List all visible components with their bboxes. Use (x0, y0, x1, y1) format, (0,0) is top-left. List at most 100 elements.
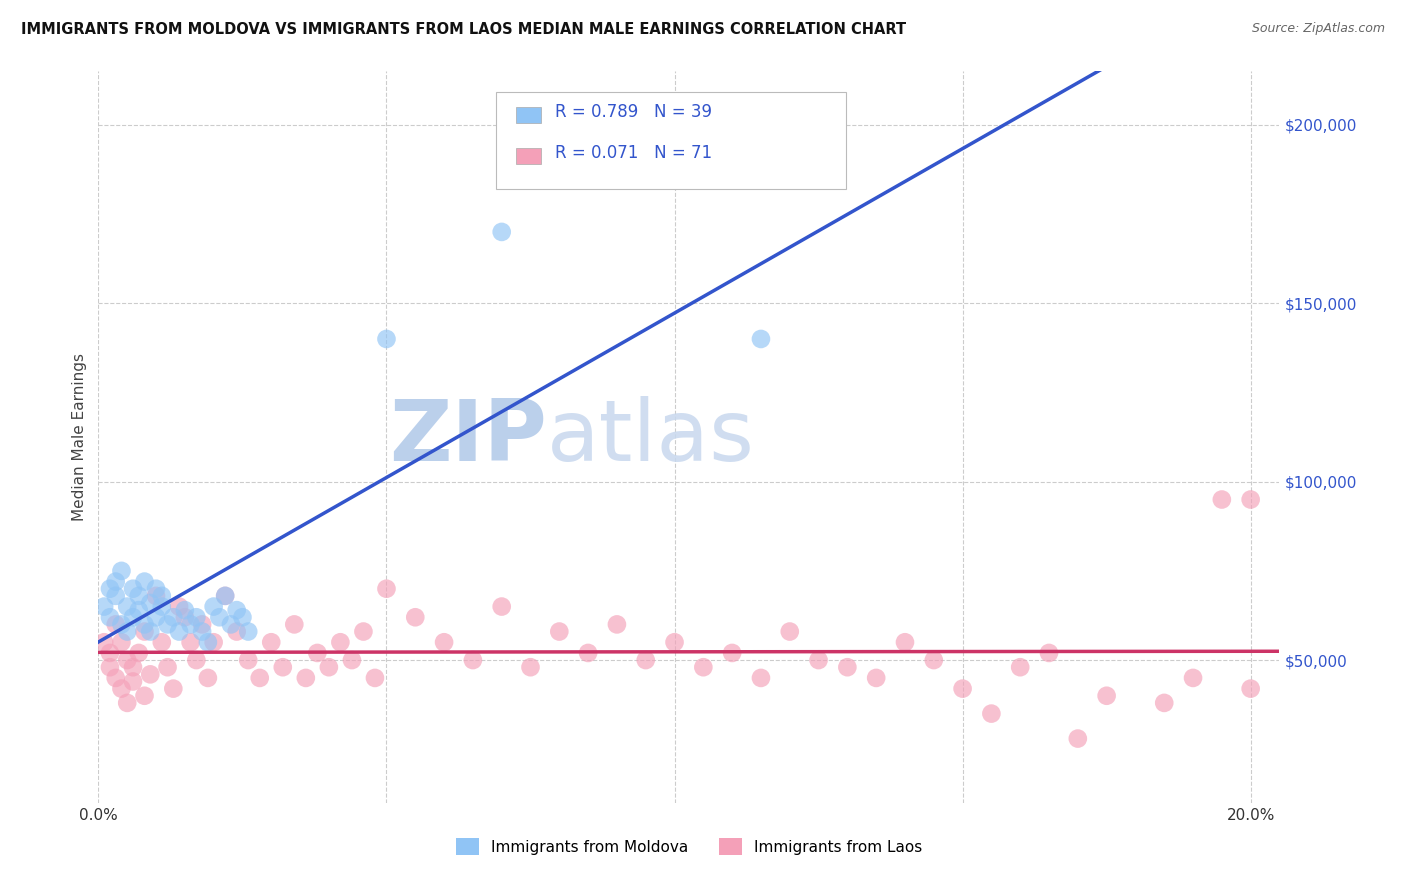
Point (1240, 492, 1263, 507)
Point (225, 603, 247, 617)
Point (134, 624, 156, 639)
Text: Source: ZipAtlas.com: Source: ZipAtlas.com (1251, 22, 1385, 36)
Point (93, 599, 115, 614)
Point (1038, 646, 1060, 660)
Point (952, 681, 974, 696)
Text: R = 0.071   N = 71: R = 0.071 N = 71 (555, 145, 713, 162)
Point (115, 624, 138, 639)
Point (134, 617, 156, 632)
Point (98, 610, 121, 624)
Point (433, 635, 456, 649)
Point (519, 660, 541, 674)
Point (606, 617, 628, 632)
Point (1153, 696, 1175, 710)
Point (1240, 681, 1263, 696)
Point (865, 671, 887, 685)
Point (115, 599, 138, 614)
Point (318, 660, 340, 674)
Point (180, 635, 202, 649)
Point (197, 635, 219, 649)
Point (692, 660, 714, 674)
Point (167, 599, 190, 614)
Point (461, 653, 484, 667)
Point (260, 635, 283, 649)
Point (231, 610, 253, 624)
Point (186, 610, 208, 624)
Point (225, 624, 247, 639)
Point (122, 674, 145, 689)
Point (173, 610, 195, 624)
Point (156, 660, 179, 674)
Point (110, 617, 132, 632)
Text: IMMIGRANTS FROM MOLDOVA VS IMMIGRANTS FROM LAOS MEDIAN MALE EARNINGS CORRELATION: IMMIGRANTS FROM MOLDOVA VS IMMIGRANTS FR… (21, 22, 907, 37)
Point (1211, 492, 1233, 507)
Point (93, 635, 115, 649)
Point (664, 635, 686, 649)
Point (191, 624, 214, 639)
Point (404, 610, 426, 624)
Point (145, 610, 167, 624)
Point (214, 589, 236, 603)
Text: ZIP: ZIP (389, 395, 547, 479)
Point (197, 671, 219, 685)
Point (1095, 689, 1118, 703)
Point (156, 617, 179, 632)
Point (329, 635, 352, 649)
Point (134, 574, 156, 589)
Point (749, 332, 772, 346)
Point (145, 589, 167, 603)
Point (894, 635, 917, 649)
Point (1067, 731, 1090, 746)
Point (128, 603, 150, 617)
Point (837, 660, 859, 674)
Point (145, 582, 167, 596)
Point (202, 635, 225, 649)
Point (749, 671, 772, 685)
Point (548, 624, 571, 639)
Point (364, 671, 387, 685)
Point (110, 635, 132, 649)
Legend: Immigrants from Moldova, Immigrants from Laos: Immigrants from Moldova, Immigrants from… (450, 832, 928, 861)
Point (139, 624, 162, 639)
Point (219, 617, 242, 632)
Point (104, 589, 127, 603)
Point (110, 681, 132, 696)
Point (238, 653, 260, 667)
Point (1182, 671, 1205, 685)
Point (122, 660, 145, 674)
Point (150, 589, 173, 603)
Point (150, 599, 173, 614)
Point (150, 635, 173, 649)
Point (162, 610, 184, 624)
Point (122, 610, 145, 624)
Point (214, 589, 236, 603)
Point (491, 599, 513, 614)
Point (238, 624, 260, 639)
Point (271, 660, 294, 674)
Point (104, 574, 127, 589)
Point (128, 646, 150, 660)
Point (340, 653, 363, 667)
Text: atlas: atlas (547, 395, 755, 479)
Point (202, 599, 225, 614)
Point (307, 646, 329, 660)
Point (139, 596, 162, 610)
Point (98, 582, 121, 596)
Point (1010, 660, 1032, 674)
Point (721, 646, 744, 660)
Point (110, 564, 132, 578)
Point (104, 617, 127, 632)
Point (375, 332, 398, 346)
Point (180, 617, 202, 632)
Text: R = 0.789   N = 39: R = 0.789 N = 39 (555, 103, 713, 121)
Point (173, 603, 195, 617)
Point (634, 653, 657, 667)
Point (208, 610, 231, 624)
Point (375, 582, 398, 596)
Point (779, 624, 801, 639)
Point (139, 667, 162, 681)
Point (249, 671, 271, 685)
Point (283, 617, 305, 632)
Point (104, 671, 127, 685)
Point (134, 689, 156, 703)
